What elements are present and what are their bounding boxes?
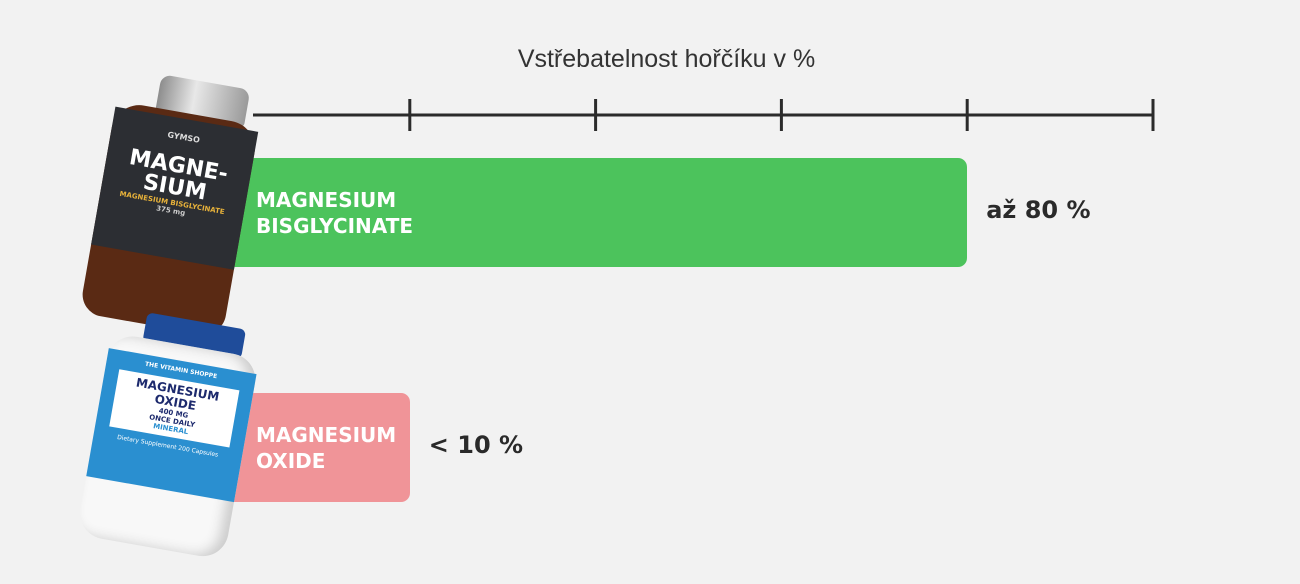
bar-category-label: MAGNESIUM OXIDE bbox=[256, 423, 397, 473]
bar-value-label: až 80 % bbox=[986, 196, 1091, 224]
bar bbox=[224, 393, 410, 502]
bar bbox=[224, 158, 968, 267]
bar-value-label: < 10 % bbox=[428, 431, 524, 459]
chart-title: Vstřebatelnost hořčíku v % bbox=[517, 45, 816, 73]
bar-category-label: MAGNESIUM BISGLYCINATE bbox=[256, 188, 413, 238]
